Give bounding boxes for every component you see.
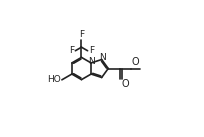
Text: F: F — [79, 30, 84, 39]
Text: N: N — [99, 53, 105, 62]
Text: HO: HO — [47, 75, 61, 84]
Text: O: O — [121, 79, 129, 89]
Text: F: F — [88, 46, 93, 55]
Text: O: O — [131, 57, 138, 67]
Text: F: F — [69, 46, 74, 55]
Text: N: N — [88, 57, 95, 66]
